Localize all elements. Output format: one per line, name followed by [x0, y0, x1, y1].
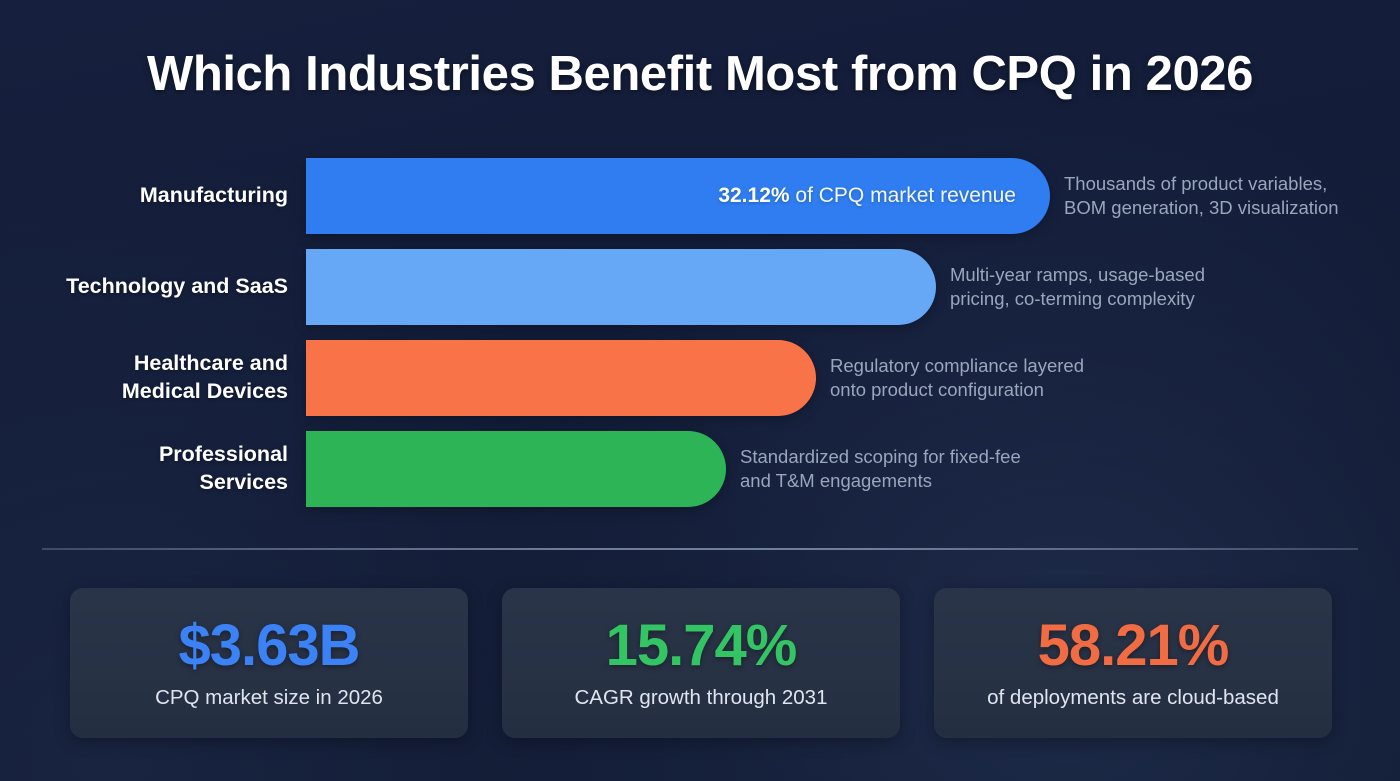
bar-category-label-line: Professional: [158, 442, 288, 467]
bar-category-label-line: Services: [199, 470, 288, 494]
bar-annotation-line: BOM generation, 3D visualization: [1064, 197, 1339, 218]
bar-row: Technology and SaaS Multi-year ramps, usa…: [0, 249, 1400, 325]
stat-card-value: 15.74%: [605, 612, 798, 678]
bar-annotation: Regulatory compliance layered onto produc…: [830, 340, 1084, 416]
bar-row: Professional Services Standardized scoping…: [0, 431, 1400, 507]
bar-category-label: Healthcare and Medical Devices: [0, 340, 288, 416]
bar-row: Healthcare and Medical Devices Regulatory …: [0, 340, 1400, 416]
bar-annotation-line: and T&M engagements: [740, 470, 932, 491]
bar-category-label-line: Healthcare and: [133, 351, 288, 376]
stat-card-label: CAGR growth through 2031: [574, 686, 828, 710]
bar-value-label: 32.12% of CPQ market revenue: [718, 184, 1016, 208]
stat-card-group: $3.63B CPQ market size in 2026 15.74% CAGR …: [70, 588, 1332, 738]
bar-category-label: Technology and SaaS: [0, 249, 288, 325]
bar-fill[interactable]: [306, 340, 816, 416]
page-title: Which Industries Benefit Most from CPQ i…: [146, 47, 1254, 101]
bar-fill[interactable]: [306, 249, 936, 325]
stat-card-label: CPQ market size in 2026: [155, 686, 383, 710]
bar-track: Multi-year ramps, usage-based pricing, co…: [306, 249, 1400, 325]
horizontal-bar-chart: Manufacturing 32.12% of CPQ market revenu…: [0, 158, 1400, 522]
stat-card[interactable]: 15.74% CAGR growth through 2031: [502, 588, 900, 738]
bar-annotation: Multi-year ramps, usage-based pricing, co…: [950, 249, 1205, 325]
stat-card-label: of deployments are cloud-based: [987, 686, 1279, 710]
bar-category-label-line: Technology and SaaS: [66, 274, 288, 299]
stat-card-value: 58.21%: [1037, 612, 1230, 678]
bar-annotation-line: onto product configuration: [830, 379, 1044, 400]
bar-annotation-line: Multi-year ramps, usage-based: [950, 264, 1205, 286]
bar-value-suffix: of CPQ market revenue: [789, 184, 1016, 207]
stat-card[interactable]: 58.21% of deployments are cloud-based: [934, 588, 1332, 738]
bar-track: Regulatory compliance layered onto produc…: [306, 340, 1400, 416]
bar-fill[interactable]: 32.12% of CPQ market revenue: [306, 158, 1050, 234]
bar-annotation: Standardized scoping for fixed-fee and T&…: [740, 431, 1021, 507]
bar-category-label: Manufacturing: [0, 158, 288, 234]
stat-card-value: $3.63B: [178, 612, 360, 678]
bar-category-label-line: Medical Devices: [121, 379, 288, 403]
bar-annotation-line: Thousands of product variables,: [1064, 173, 1328, 195]
section-divider: [42, 548, 1358, 550]
bar-annotation-line: Standardized scoping for fixed-fee: [740, 446, 1021, 468]
bar-track: Standardized scoping for fixed-fee and T&…: [306, 431, 1400, 507]
bar-row: Manufacturing 32.12% of CPQ market revenu…: [0, 158, 1400, 234]
stat-card[interactable]: $3.63B CPQ market size in 2026: [70, 588, 468, 738]
bar-track: 32.12% of CPQ market revenue Thousands of…: [306, 158, 1400, 234]
bar-category-label-line: Manufacturing: [139, 183, 288, 208]
bar-fill[interactable]: [306, 431, 726, 507]
bar-annotation: Thousands of product variables, BOM gener…: [1064, 158, 1339, 234]
bar-category-label: Professional Services: [0, 431, 288, 507]
bar-value-number: 32.12%: [718, 184, 790, 207]
bar-annotation-line: pricing, co-terming complexity: [950, 288, 1195, 309]
bar-annotation-line: Regulatory compliance layered: [830, 355, 1084, 377]
